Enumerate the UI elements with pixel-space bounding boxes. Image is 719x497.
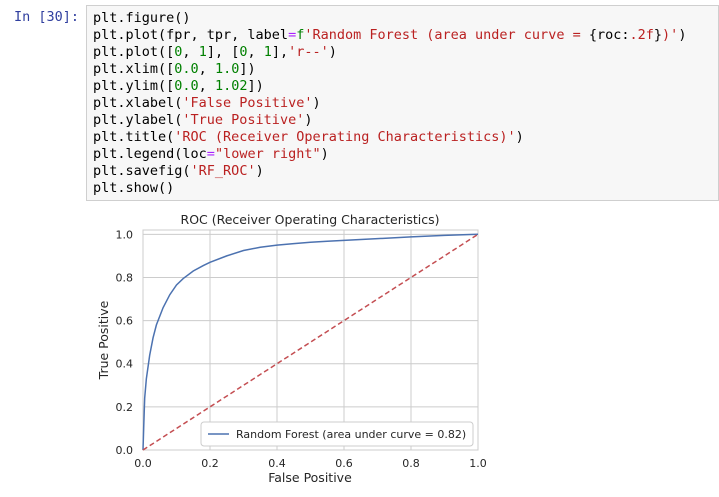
code-token: 'ROC (Receiver Operating Characteristics… <box>174 129 516 145</box>
roc-curve-line <box>142 233 479 451</box>
code-token: , <box>247 44 264 60</box>
code-token: f <box>296 27 305 43</box>
code-token: 1.0 <box>214 61 240 77</box>
code-token: , <box>198 78 215 94</box>
code-token: plt.xlabel( <box>93 95 183 111</box>
roc-chart: ROC (Receiver Operating Characteristics)… <box>96 212 487 485</box>
code-token: 'True Positive' <box>182 112 305 128</box>
code-token: plt.legend(loc <box>93 146 207 162</box>
gridlines <box>142 230 479 451</box>
code-token: plt.ylabel( <box>93 112 183 128</box>
code-token: "lower right" <box>214 146 321 162</box>
code-token: : <box>621 27 630 43</box>
code-token: ) <box>678 27 687 43</box>
y-axis-label: True Positive <box>96 300 111 380</box>
code-token: ) <box>304 112 313 128</box>
x-tick-label: 0.8 <box>402 457 420 470</box>
output-area: ROC (Receiver Operating Characteristics)… <box>0 205 719 493</box>
code-line: plt.xlabel('False Positive') <box>93 95 321 112</box>
code-token: plt.xlim([ <box>93 61 175 77</box>
code-token: ) <box>320 146 329 162</box>
y-tick-label: 0.0 <box>116 444 134 457</box>
code-token: , <box>182 44 199 60</box>
code-line: plt.ylim([0.0, 1.02]) <box>93 78 264 95</box>
y-tick-label: 0.6 <box>116 315 134 328</box>
x-tick-label: 0.6 <box>335 457 353 470</box>
legend: Random Forest (area under curve = 0.82) <box>200 421 474 447</box>
code-token: plt.title( <box>93 129 175 145</box>
y-tick-labels: 0.0 0.2 0.4 0.6 0.8 1.0 <box>116 228 134 457</box>
code-token: plt.ylim([ <box>93 78 175 94</box>
code-token: plt.plot(fpr, tpr, label <box>93 27 289 43</box>
code-token: = <box>288 27 297 43</box>
code-token: plt.figure() <box>93 10 191 26</box>
code-line: plt.figure() <box>93 10 191 27</box>
code-token: , <box>198 61 215 77</box>
chance-diagonal-line <box>142 233 479 451</box>
code-line: plt.ylabel('True Positive') <box>93 112 312 129</box>
code-token: .2f <box>629 27 654 43</box>
code-token: 1 <box>263 44 272 60</box>
code-token: 0 <box>174 44 183 60</box>
code-token: ) <box>312 95 321 111</box>
code-line: plt.xlim([0.0, 1.0]) <box>93 61 256 78</box>
y-tick-label: 0.2 <box>116 401 134 414</box>
cell-prompt: In [30]: <box>14 9 80 25</box>
code-token: plt.plot([ <box>93 44 175 60</box>
code-line: plt.plot([0, 1], [0, 1],'r--') <box>93 44 337 61</box>
code-token: )' <box>662 27 679 43</box>
code-token: ]) <box>239 61 256 77</box>
code-token: ) <box>255 163 264 179</box>
x-tick-labels: 0.0 0.2 0.4 0.6 0.8 1.0 <box>134 457 487 470</box>
code-token: plt.savefig( <box>93 163 191 179</box>
code-line: plt.plot(fpr, tpr, label=f'Random Forest… <box>93 27 686 44</box>
code-token: roc <box>596 27 622 43</box>
code-token: 1.02 <box>214 78 248 94</box>
code-token: plt.show() <box>93 180 175 196</box>
x-axis-label: False Positive <box>268 470 352 485</box>
code-token: ) <box>328 44 337 60</box>
legend-label: Random Forest (area under curve = 0.82) <box>236 428 466 441</box>
code-token: ) <box>515 129 524 145</box>
code-token: = <box>206 146 215 162</box>
code-line: plt.show() <box>93 180 174 197</box>
series-lines <box>142 233 479 451</box>
x-tick-label: 1.0 <box>469 457 487 470</box>
code-token: 0 <box>239 44 248 60</box>
code-token: 'r--' <box>288 44 329 60</box>
x-tick-label: 0.2 <box>201 457 219 470</box>
x-tick-label: 0.0 <box>134 457 152 470</box>
code-token: } <box>653 27 663 43</box>
y-tick-label: 0.8 <box>116 271 134 284</box>
code-line: plt.savefig('RF_ROC') <box>93 163 264 180</box>
legend-box <box>200 421 474 447</box>
chart-title: ROC (Receiver Operating Characteristics) <box>181 212 440 227</box>
code-token: ], [ <box>206 44 240 60</box>
code-token: 1 <box>198 44 207 60</box>
code-token: ], <box>271 44 289 60</box>
code-token: 'False Positive' <box>182 95 313 111</box>
code-token: 'RF_ROC' <box>190 163 256 179</box>
code-line: plt.title('ROC (Receiver Operating Chara… <box>93 129 524 146</box>
y-tick-label: 0.4 <box>116 358 134 371</box>
code-token: ]) <box>247 78 264 94</box>
code-cell[interactable]: plt.figure() plt.plot(fpr, tpr, label=f'R… <box>86 5 719 201</box>
code-token: 'Random Forest (area under curve = <box>304 27 589 43</box>
code-token: { <box>588 27 597 43</box>
x-tick-label: 0.4 <box>268 457 286 470</box>
y-tick-label: 1.0 <box>116 228 134 241</box>
code-token: 0.0 <box>174 61 199 77</box>
code-line: plt.legend(loc="lower right") <box>93 146 329 163</box>
code-token: 0.0 <box>174 78 199 94</box>
